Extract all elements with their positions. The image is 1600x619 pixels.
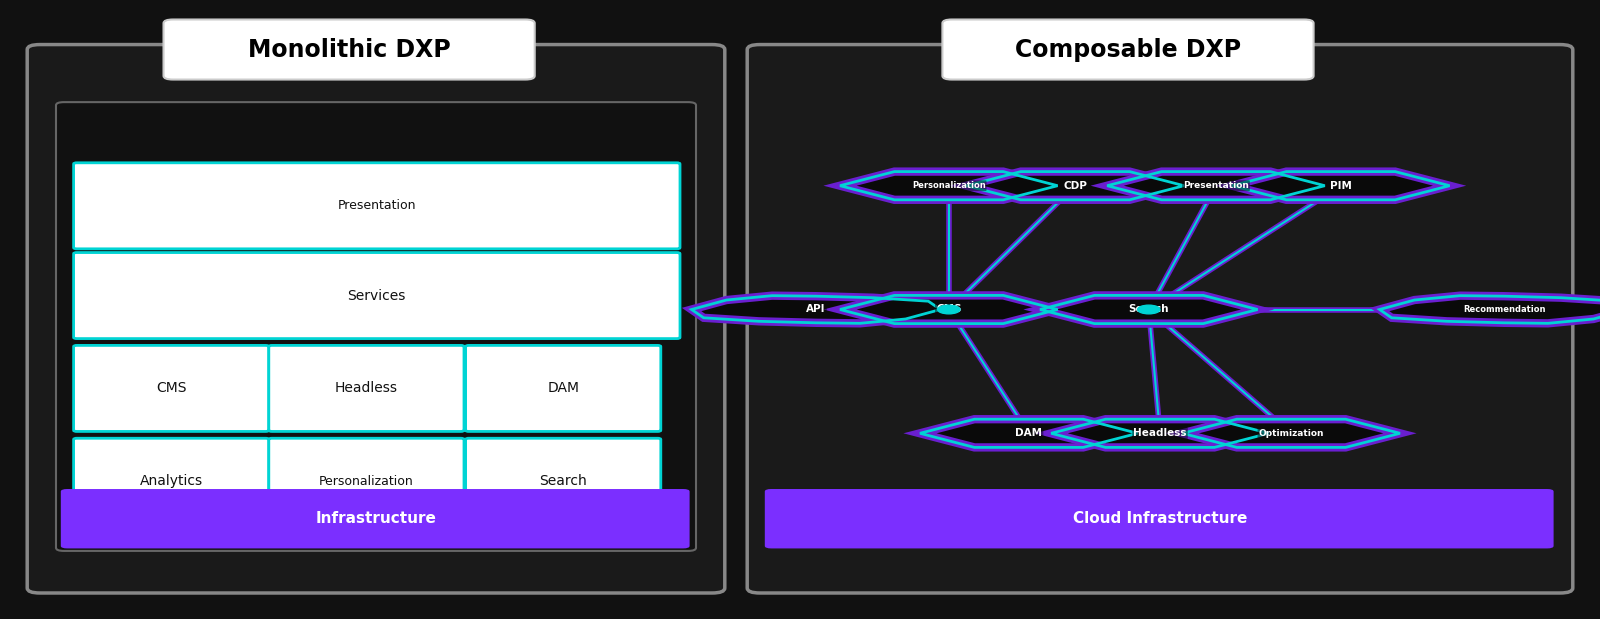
FancyBboxPatch shape xyxy=(163,19,534,79)
FancyBboxPatch shape xyxy=(74,345,269,431)
Text: CDP: CDP xyxy=(1064,181,1086,191)
Text: DAM: DAM xyxy=(547,381,579,396)
Text: API: API xyxy=(806,305,826,314)
Polygon shape xyxy=(691,296,941,323)
FancyBboxPatch shape xyxy=(27,45,725,593)
Polygon shape xyxy=(1379,296,1600,323)
Polygon shape xyxy=(1107,171,1325,200)
Text: CMS: CMS xyxy=(155,381,187,396)
Text: Cloud Infrastructure: Cloud Infrastructure xyxy=(1074,511,1246,526)
Text: Personalization: Personalization xyxy=(318,475,414,488)
Text: Recommendation: Recommendation xyxy=(1462,305,1546,314)
FancyBboxPatch shape xyxy=(747,45,1573,593)
Text: Monolithic DXP: Monolithic DXP xyxy=(248,38,451,61)
Text: Personalization: Personalization xyxy=(912,181,986,190)
Polygon shape xyxy=(966,171,1184,200)
Text: Optimization: Optimization xyxy=(1259,429,1323,438)
Text: Search: Search xyxy=(1128,305,1170,314)
FancyBboxPatch shape xyxy=(74,438,269,524)
Polygon shape xyxy=(1232,171,1450,200)
Circle shape xyxy=(1138,305,1160,314)
Text: Infrastructure: Infrastructure xyxy=(315,511,437,526)
Polygon shape xyxy=(920,419,1138,448)
FancyBboxPatch shape xyxy=(74,163,680,249)
Text: Headless: Headless xyxy=(1133,428,1187,438)
Polygon shape xyxy=(1051,419,1269,448)
FancyBboxPatch shape xyxy=(74,253,680,339)
Text: PIM: PIM xyxy=(1330,181,1352,191)
FancyBboxPatch shape xyxy=(765,489,1554,548)
Text: Presentation: Presentation xyxy=(338,199,416,212)
FancyBboxPatch shape xyxy=(56,102,696,551)
Text: CMS: CMS xyxy=(936,305,962,314)
FancyBboxPatch shape xyxy=(269,345,464,431)
FancyBboxPatch shape xyxy=(466,345,661,431)
Text: Headless: Headless xyxy=(334,381,398,396)
Polygon shape xyxy=(1182,419,1400,448)
Text: Presentation: Presentation xyxy=(1182,181,1250,190)
Text: Analytics: Analytics xyxy=(139,474,203,488)
Text: Composable DXP: Composable DXP xyxy=(1014,38,1242,61)
FancyBboxPatch shape xyxy=(269,438,464,524)
Polygon shape xyxy=(840,295,1058,324)
Polygon shape xyxy=(840,171,1058,200)
Text: Search: Search xyxy=(539,474,587,488)
FancyBboxPatch shape xyxy=(466,438,661,524)
FancyBboxPatch shape xyxy=(61,489,690,548)
Circle shape xyxy=(938,305,960,314)
FancyBboxPatch shape xyxy=(942,19,1314,79)
Polygon shape xyxy=(1040,295,1258,324)
Text: Services: Services xyxy=(347,288,406,303)
Text: DAM: DAM xyxy=(1016,428,1042,438)
